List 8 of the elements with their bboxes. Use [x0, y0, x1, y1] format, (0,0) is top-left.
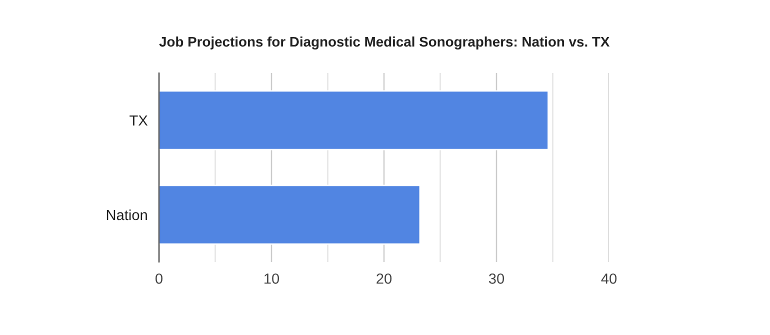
- x-tick-label: 20: [376, 273, 392, 284]
- x-tick-label: 40: [601, 273, 617, 284]
- y-tick-label: TX: [130, 116, 148, 126]
- x-tick-label: 30: [488, 273, 504, 284]
- x-tick-label: 0: [156, 273, 162, 284]
- y-tick-label: Nation: [106, 209, 147, 220]
- x-tick-label: 10: [264, 273, 280, 284]
- chart-title: Job Projections for Diagnostic Medical Sonographers: Nation vs. TX: [159, 36, 610, 50]
